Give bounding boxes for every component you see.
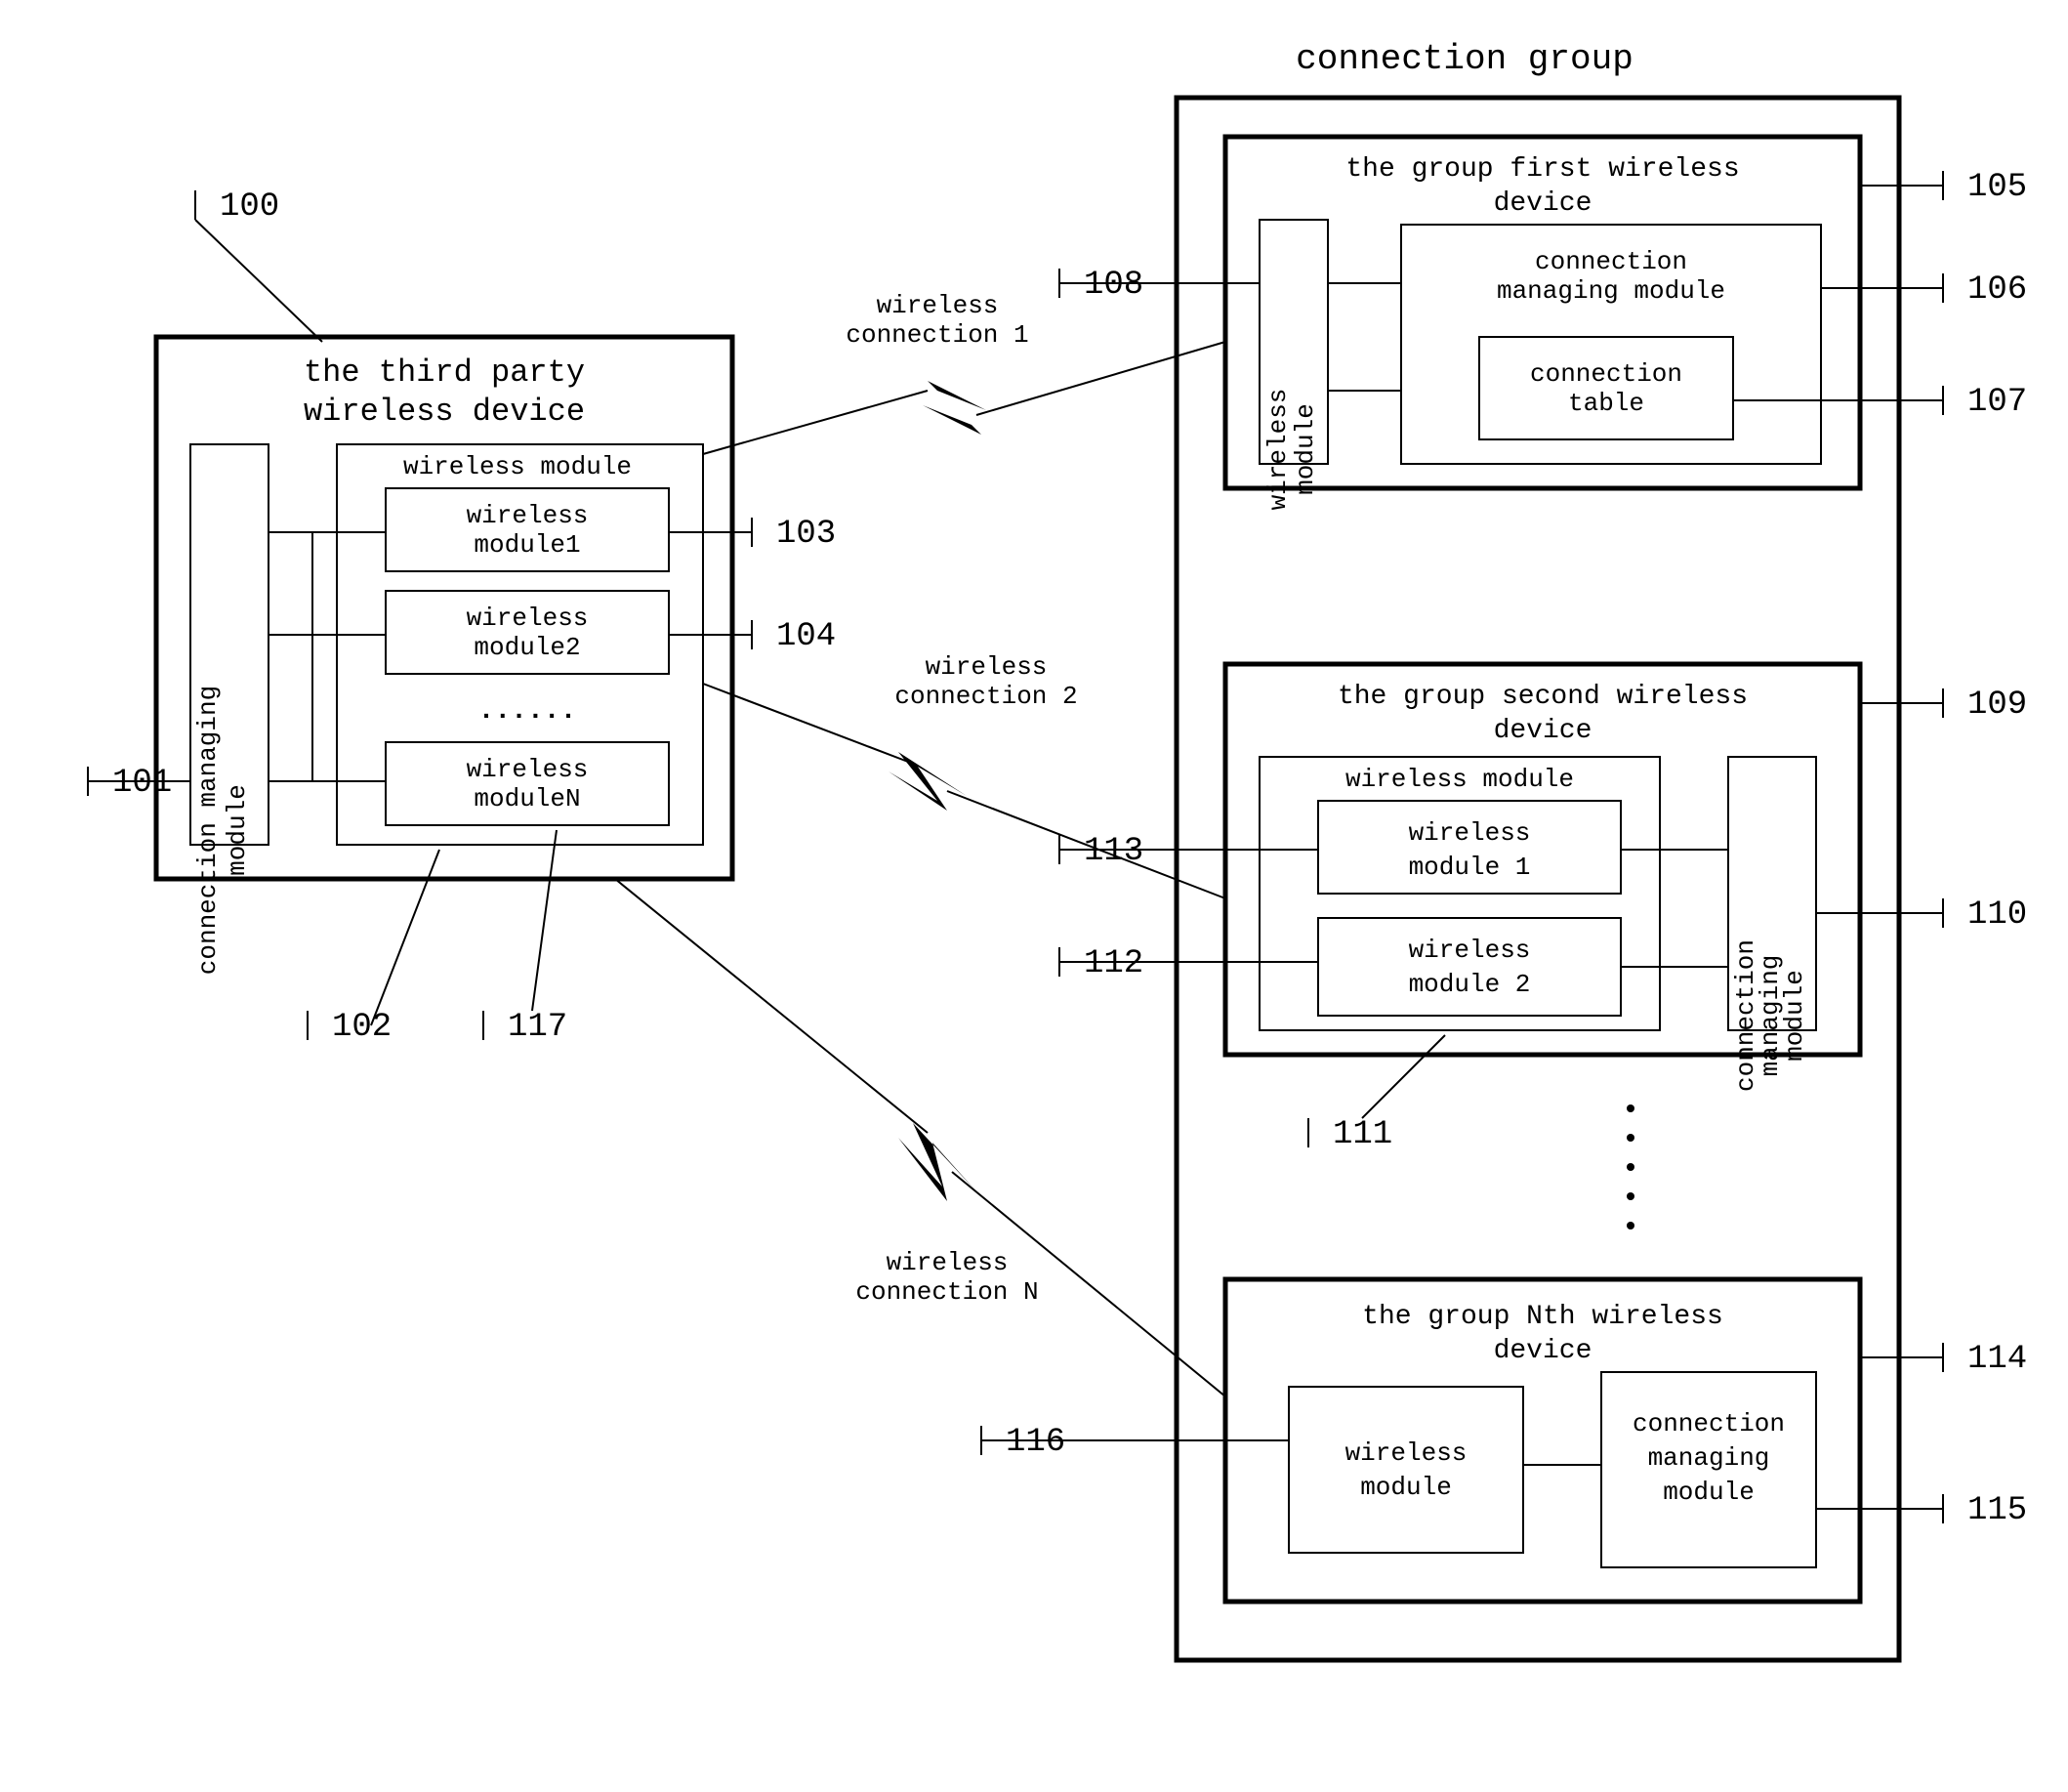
dev1-wm-label1: wireless [1263,389,1293,511]
ref-103: 103 [776,516,836,553]
dev2-title-l2: device [1494,716,1592,746]
ref-109: 109 [1967,687,2027,724]
wireless-connection-1: wireless connection 1 [703,291,1225,454]
devn-cmm-l2: managing [1648,1443,1770,1473]
dev2-wm-container-label: wireless module [1345,765,1574,794]
connection-group-box [1177,98,1899,1660]
wireless-connection-2: wireless connection 2 [703,652,1225,898]
dev1-ct-l1: connection [1530,359,1682,389]
devn-wm-l2: module [1360,1473,1452,1502]
ref-115: 115 [1967,1492,2027,1529]
tp-wm1-l1: wireless [467,501,589,530]
ref-100: 100 [220,188,279,226]
title-connection-group: connection group [1296,39,1634,79]
ref-113: 113 [1084,833,1143,870]
connn-l2: connection N [855,1277,1038,1307]
tp-wm2-l1: wireless [467,604,589,633]
dev1-cmm-l1: connection [1535,247,1687,276]
ref-110: 110 [1967,896,2027,934]
conn2-l2: connection 2 [894,682,1077,711]
device-1: the group first wireless device wireless… [1225,137,1860,510]
vertical-ellipsis-icon [1627,1104,1634,1229]
tp-cmm-l2: module [223,784,252,876]
ref-114: 114 [1967,1341,2027,1378]
tp-title-l2: wireless device [304,394,585,430]
dev1-title-l2: device [1494,188,1592,219]
devn-cmm-l3: module [1663,1478,1755,1507]
tp-wm2-l2: module2 [474,633,580,662]
ref-101: 101 [112,765,172,802]
conn2-l1: wireless [926,652,1048,682]
ref-106: 106 [1967,271,2027,309]
tp-title-l1: the third party [304,354,585,391]
dev1-wm-label2: module [1291,403,1320,495]
devn-wm-l1: wireless [1345,1438,1468,1468]
dev2-wm2-l2: module 2 [1409,970,1531,999]
conn1-l1: wireless [877,291,999,320]
device-2: the group second wireless device wireles… [1225,664,1860,1092]
dev2-wm1-l1: wireless [1409,818,1531,848]
tp-cmm-l1: connection managing [193,686,223,975]
dev2-cmm-l3: module [1780,970,1809,1062]
devn-title-l2: device [1494,1336,1592,1366]
dev2-wm2-l1: wireless [1409,936,1531,965]
conn1-l2: connection 1 [846,320,1028,350]
tp-wmn-l2: moduleN [474,784,580,813]
connn-l1: wireless [887,1248,1009,1277]
devn-title-l1: the group Nth wireless [1362,1302,1723,1332]
dev1-title-l1: the group first wireless [1345,154,1739,185]
device-n: the group Nth wireless device wireless m… [1225,1279,1860,1602]
ref-107: 107 [1967,384,2027,421]
tp-wm1-l2: module1 [474,530,580,560]
tp-wm-container-label: wireless module [403,452,632,481]
dev2-title-l1: the group second wireless [1338,682,1748,712]
ref-102: 102 [332,1009,392,1046]
ref-117: 117 [508,1009,567,1046]
ref-112: 112 [1084,945,1143,982]
ref-108: 108 [1084,267,1143,304]
diagram-canvas: connection group the group first wireles… [0,0,2068,1792]
third-party-device: the third party wireless device connecti… [156,337,732,975]
ref-105: 105 [1967,169,2027,206]
dev1-cmm-l2: managing module [1497,276,1725,306]
devn-wm [1289,1387,1523,1553]
dev2-wm1-l2: module 1 [1409,853,1531,882]
dev2-wm2 [1318,918,1621,1016]
ref-116: 116 [1006,1424,1065,1461]
ref-111: 111 [1333,1116,1392,1153]
devn-cmm-l1: connection [1633,1409,1785,1438]
tp-wmn-l1: wireless [467,755,589,784]
ref-104: 104 [776,618,836,655]
dev1-ct-l2: table [1568,389,1644,418]
tp-dots: ...... [478,696,577,727]
